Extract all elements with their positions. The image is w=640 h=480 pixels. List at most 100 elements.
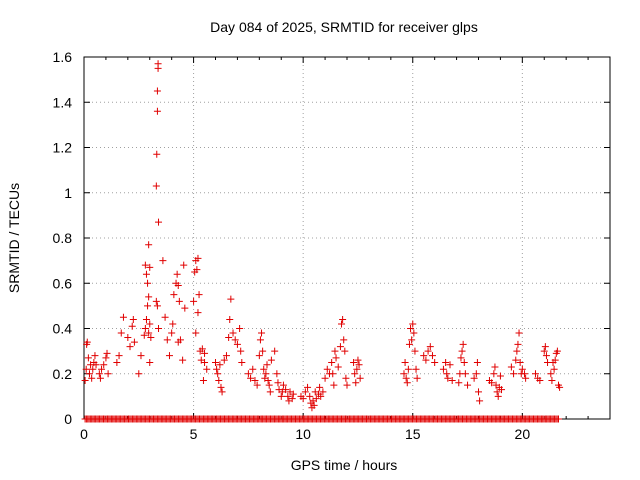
data-point <box>330 381 338 389</box>
data-point <box>472 370 480 378</box>
y-tick-label: 0.4 <box>53 321 73 337</box>
data-point <box>88 374 96 382</box>
data-point <box>168 329 176 337</box>
data-point <box>316 383 324 391</box>
data-point <box>226 315 234 323</box>
y-tick-label: 0.2 <box>53 366 73 382</box>
data-point <box>323 365 331 373</box>
data-point <box>153 87 161 95</box>
data-point <box>169 320 177 328</box>
data-point <box>180 261 188 269</box>
data-point <box>518 365 526 373</box>
data-point <box>265 381 273 389</box>
data-point <box>331 347 339 355</box>
data-point <box>271 347 279 355</box>
data-point <box>540 347 548 355</box>
data-point <box>233 340 241 348</box>
data-point <box>152 297 160 305</box>
data-point <box>153 107 161 115</box>
data-point <box>411 347 419 355</box>
data-point <box>444 374 452 382</box>
plot-area-frame <box>83 56 611 420</box>
x-tick-label: 10 <box>295 426 311 442</box>
data-point <box>448 377 456 385</box>
data-point <box>273 370 281 378</box>
data-point <box>194 254 202 262</box>
data-point <box>476 397 484 405</box>
data-point <box>85 370 93 378</box>
data-point <box>198 345 206 353</box>
data-point <box>512 356 520 364</box>
data-point <box>401 358 409 366</box>
chart-title: Day 084 of 2025, SRMTID for receiver glp… <box>210 19 478 35</box>
data-point <box>227 295 235 303</box>
y-tick-label: 1.6 <box>53 49 73 65</box>
data-point <box>491 363 499 371</box>
data-point <box>317 392 325 400</box>
data-point <box>284 392 292 400</box>
data-point <box>319 388 327 396</box>
data-point <box>409 320 417 328</box>
data-point <box>247 374 255 382</box>
data-point <box>84 354 92 362</box>
data-point <box>442 358 450 366</box>
data-point <box>201 358 209 366</box>
y-tick-label: 0.8 <box>53 230 73 246</box>
data-point <box>510 370 518 378</box>
data-point <box>102 354 110 362</box>
data-point <box>135 370 143 378</box>
data-point <box>354 356 362 364</box>
zero-baseline-marks <box>81 415 562 423</box>
data-point <box>237 347 245 355</box>
data-point <box>457 354 465 362</box>
data-point <box>126 343 134 351</box>
grid-lines <box>84 57 610 419</box>
data-point <box>222 352 230 360</box>
data-point <box>92 361 100 369</box>
data-point <box>155 325 163 332</box>
data-point <box>341 347 349 355</box>
data-point <box>493 388 501 396</box>
data-point <box>152 182 160 190</box>
data-point <box>262 370 270 378</box>
data-point <box>422 356 430 364</box>
data-point <box>100 361 108 369</box>
data-point <box>96 374 104 382</box>
data-point <box>556 383 564 391</box>
data-point <box>542 352 550 360</box>
data-point <box>144 302 152 310</box>
data-point <box>515 329 523 337</box>
data-point <box>236 325 244 332</box>
data-point <box>159 257 167 265</box>
data-point <box>115 352 123 360</box>
data-point <box>339 315 347 323</box>
data-point <box>179 356 187 364</box>
data-point <box>267 356 275 364</box>
data-point <box>259 347 267 355</box>
data-point <box>420 352 428 360</box>
data-point <box>458 347 466 355</box>
data-point <box>154 60 162 68</box>
data-point <box>412 365 420 373</box>
data-point <box>521 370 529 378</box>
data-point <box>405 340 413 348</box>
data-point <box>193 266 201 274</box>
data-point <box>494 392 502 400</box>
data-point <box>256 336 264 344</box>
y-tick-label: 1 <box>64 185 72 201</box>
data-point <box>343 381 351 389</box>
data-point <box>199 377 207 385</box>
data-points <box>81 60 564 412</box>
data-point <box>161 313 169 321</box>
data-point <box>446 361 454 369</box>
data-point <box>249 365 257 373</box>
data-point <box>336 343 344 351</box>
data-point <box>404 365 412 373</box>
data-point <box>175 297 183 305</box>
data-point <box>351 370 359 378</box>
data-point <box>214 370 222 378</box>
data-point <box>277 392 285 400</box>
data-point <box>496 372 504 380</box>
data-point <box>117 329 125 337</box>
